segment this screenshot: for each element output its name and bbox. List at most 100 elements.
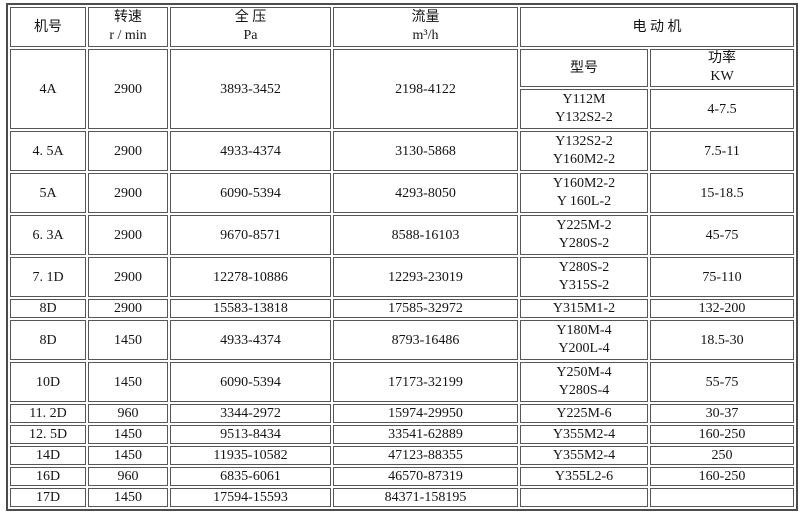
cell-power: 250 — [650, 446, 794, 465]
cell-flow: 8588-16103 — [333, 215, 518, 255]
cell-speed: 1450 — [88, 362, 168, 402]
cell-pressure: 3344-2972 — [170, 404, 331, 423]
cell-pressure: 9670-8571 — [170, 215, 331, 255]
col-header-model: 型号 — [520, 49, 648, 87]
cell-flow: 46570-87319 — [333, 467, 518, 486]
cell-machine: 7. 1D — [10, 257, 86, 297]
table-row: Y112M Y132S2-2 4-7.5 — [10, 89, 794, 129]
col-header-flow: 流量 m³/h — [333, 7, 518, 47]
cell-machine: 8D — [10, 299, 86, 318]
col-header-speed: 转速 r / min — [88, 7, 168, 47]
model-line: Y 160L-2 — [556, 194, 612, 209]
cell-flow: 8793-16486 — [333, 320, 518, 360]
model-line: Y250M-4 — [556, 365, 612, 380]
cell-model: Y355M2-4 — [520, 446, 648, 465]
cell-flow: 4293-8050 — [333, 173, 518, 213]
model-line: Y280S-2 — [558, 260, 610, 275]
cell-machine: 4A — [10, 49, 86, 129]
model-line: Y280S-4 — [558, 383, 610, 398]
model-line: Y112M — [562, 92, 606, 107]
cell-power: 132-200 — [650, 299, 794, 318]
model-line: Y160M2-2 — [552, 152, 616, 167]
header-line: 流量 — [411, 10, 440, 25]
cell-power: 75-110 — [650, 257, 794, 297]
cell-pressure: 6835-6061 — [170, 467, 331, 486]
cell-power: 7.5-11 — [650, 131, 794, 171]
cell-speed: 2900 — [88, 49, 168, 129]
table-row: 6. 3A 2900 9670-8571 8588-16103 Y225M-2 … — [10, 215, 794, 255]
table-row: 12. 5D 1450 9513-8434 33541-62889 Y355M2… — [10, 425, 794, 444]
cell-model: Y315M1-2 — [520, 299, 648, 318]
model-line: Y160M2-2 — [552, 176, 616, 191]
cell-power: 160-250 — [650, 425, 794, 444]
cell-model: Y355M2-4 — [520, 425, 648, 444]
table-row: 10D 1450 6090-5394 17173-32199 Y250M-4 Y… — [10, 362, 794, 402]
table-row: 11. 2D 960 3344-2972 15974-29950 Y225M-6… — [10, 404, 794, 423]
cell-pressure: 12278-10886 — [170, 257, 331, 297]
cell-power: 160-250 — [650, 467, 794, 486]
cell-flow: 47123-88355 — [333, 446, 518, 465]
cell-power: 4-7.5 — [650, 89, 794, 129]
model-line: Y132S2-2 — [555, 110, 613, 125]
cell-machine: 17D — [10, 488, 86, 507]
header-line: 功率 — [708, 51, 736, 66]
cell-power — [650, 488, 794, 507]
cell-model: Y160M2-2 Y 160L-2 — [520, 173, 648, 213]
cell-model: Y180M-4 Y200L-4 — [520, 320, 648, 360]
cell-power: 45-75 — [650, 215, 794, 255]
model-line: Y315S-2 — [558, 278, 610, 293]
cell-speed: 1450 — [88, 320, 168, 360]
cell-model: Y112M Y132S2-2 — [520, 89, 648, 129]
cell-model: Y280S-2 Y315S-2 — [520, 257, 648, 297]
col-header-power: 功率 KW — [650, 49, 794, 87]
cell-power: 30-37 — [650, 404, 794, 423]
header-line: m³/h — [412, 28, 439, 43]
cell-model: Y132S2-2 Y160M2-2 — [520, 131, 648, 171]
cell-pressure: 3893-3452 — [170, 49, 331, 129]
header-line: 全 压 — [234, 10, 267, 25]
table-row: 5A 2900 6090-5394 4293-8050 Y160M2-2 Y 1… — [10, 173, 794, 213]
header-line: 转速 — [114, 10, 142, 25]
header-row: 机号 转速 r / min 全 压 Pa 流量 m³/h 电 动 机 — [10, 7, 794, 47]
cell-flow: 2198-4122 — [333, 49, 518, 129]
header-line: KW — [710, 69, 734, 84]
cell-flow: 17585-32972 — [333, 299, 518, 318]
cell-speed: 2900 — [88, 299, 168, 318]
model-line: Y132S2-2 — [555, 134, 613, 149]
cell-machine: 14D — [10, 446, 86, 465]
cell-speed: 1450 — [88, 488, 168, 507]
cell-pressure: 9513-8434 — [170, 425, 331, 444]
cell-model: Y355L2-6 — [520, 467, 648, 486]
model-line: Y180M-4 — [556, 323, 612, 338]
cell-machine: 8D — [10, 320, 86, 360]
cell-pressure: 4933-4374 — [170, 320, 331, 360]
table-row: 16D 960 6835-6061 46570-87319 Y355L2-6 1… — [10, 467, 794, 486]
col-header-motor: 电 动 机 — [520, 7, 794, 47]
cell-model: Y250M-4 Y280S-4 — [520, 362, 648, 402]
cell-pressure: 11935-10582 — [170, 446, 331, 465]
cell-machine: 10D — [10, 362, 86, 402]
cell-flow: 33541-62889 — [333, 425, 518, 444]
table-row: 14D 1450 11935-10582 47123-88355 Y355M2-… — [10, 446, 794, 465]
model-line: Y225M-2 — [556, 218, 612, 233]
col-header-machine: 机号 — [10, 7, 86, 47]
cell-power: 15-18.5 — [650, 173, 794, 213]
cell-flow: 15974-29950 — [333, 404, 518, 423]
cell-flow: 3130-5868 — [333, 131, 518, 171]
cell-flow: 12293-23019 — [333, 257, 518, 297]
cell-speed: 2900 — [88, 257, 168, 297]
cell-machine: 5A — [10, 173, 86, 213]
col-header-pressure: 全 压 Pa — [170, 7, 331, 47]
cell-pressure: 6090-5394 — [170, 362, 331, 402]
cell-machine: 16D — [10, 467, 86, 486]
cell-speed: 1450 — [88, 446, 168, 465]
cell-pressure: 15583-13818 — [170, 299, 331, 318]
header-line: r / min — [109, 28, 147, 43]
cell-machine: 6. 3A — [10, 215, 86, 255]
header-line: Pa — [243, 28, 258, 43]
motor-subheader-row: 4A 2900 3893-3452 2198-4122 型号 功率 KW — [10, 49, 794, 129]
table-row: 17D 1450 17594-15593 84371-158195 — [10, 488, 794, 507]
model-line: Y280S-2 — [558, 236, 610, 251]
cell-speed: 1450 — [88, 425, 168, 444]
cell-pressure: 4933-4374 — [170, 131, 331, 171]
